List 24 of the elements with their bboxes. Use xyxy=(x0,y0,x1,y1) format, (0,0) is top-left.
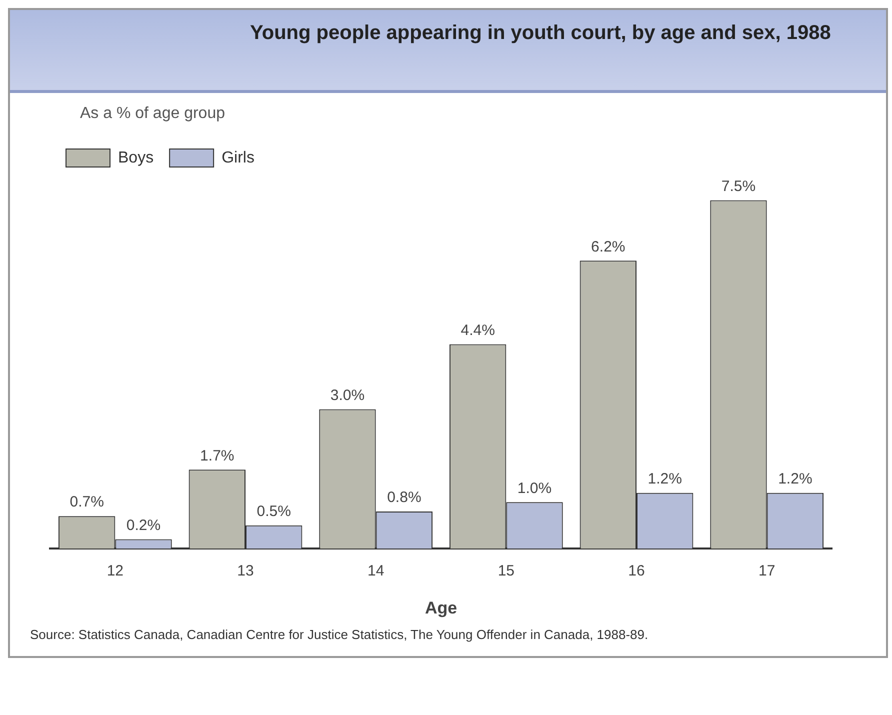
x-tick-label: 14 xyxy=(367,562,384,580)
data-label: 1.2% xyxy=(648,470,682,488)
x-tick-label: 12 xyxy=(106,562,124,580)
data-label: 0.7% xyxy=(70,494,104,511)
x-tick-label: 15 xyxy=(498,562,515,580)
legend-label: Girls xyxy=(222,149,254,166)
data-label: 7.5% xyxy=(721,178,756,195)
data-label: 0.5% xyxy=(256,503,291,520)
source-note: Source: Statistics Canada, Canadian Centre for Justice Statistics, The Young Offender in Canada, 1988-89. xyxy=(29,626,650,644)
data-label: 0.2% xyxy=(126,516,161,534)
data-label: 4.4% xyxy=(460,322,495,339)
data-label: 3.0% xyxy=(330,386,365,404)
text: As a % of age group xyxy=(79,104,226,123)
data-label: 1.7% xyxy=(200,447,234,464)
legend-label: Boys xyxy=(118,149,154,166)
data-label: 1.2% xyxy=(778,470,812,488)
data-label: 0.8% xyxy=(387,489,422,506)
x-tick-label: 17 xyxy=(758,562,776,580)
x-tick-label: 13 xyxy=(237,562,254,580)
data-label: 6.2% xyxy=(591,238,626,256)
chart-title: Young people appearing in youth court, by age and sex, 1988 xyxy=(250,22,832,45)
x-axis-title: Age xyxy=(424,598,458,618)
data-label: 1.0% xyxy=(517,480,552,497)
x-tick-label: 16 xyxy=(628,562,645,580)
